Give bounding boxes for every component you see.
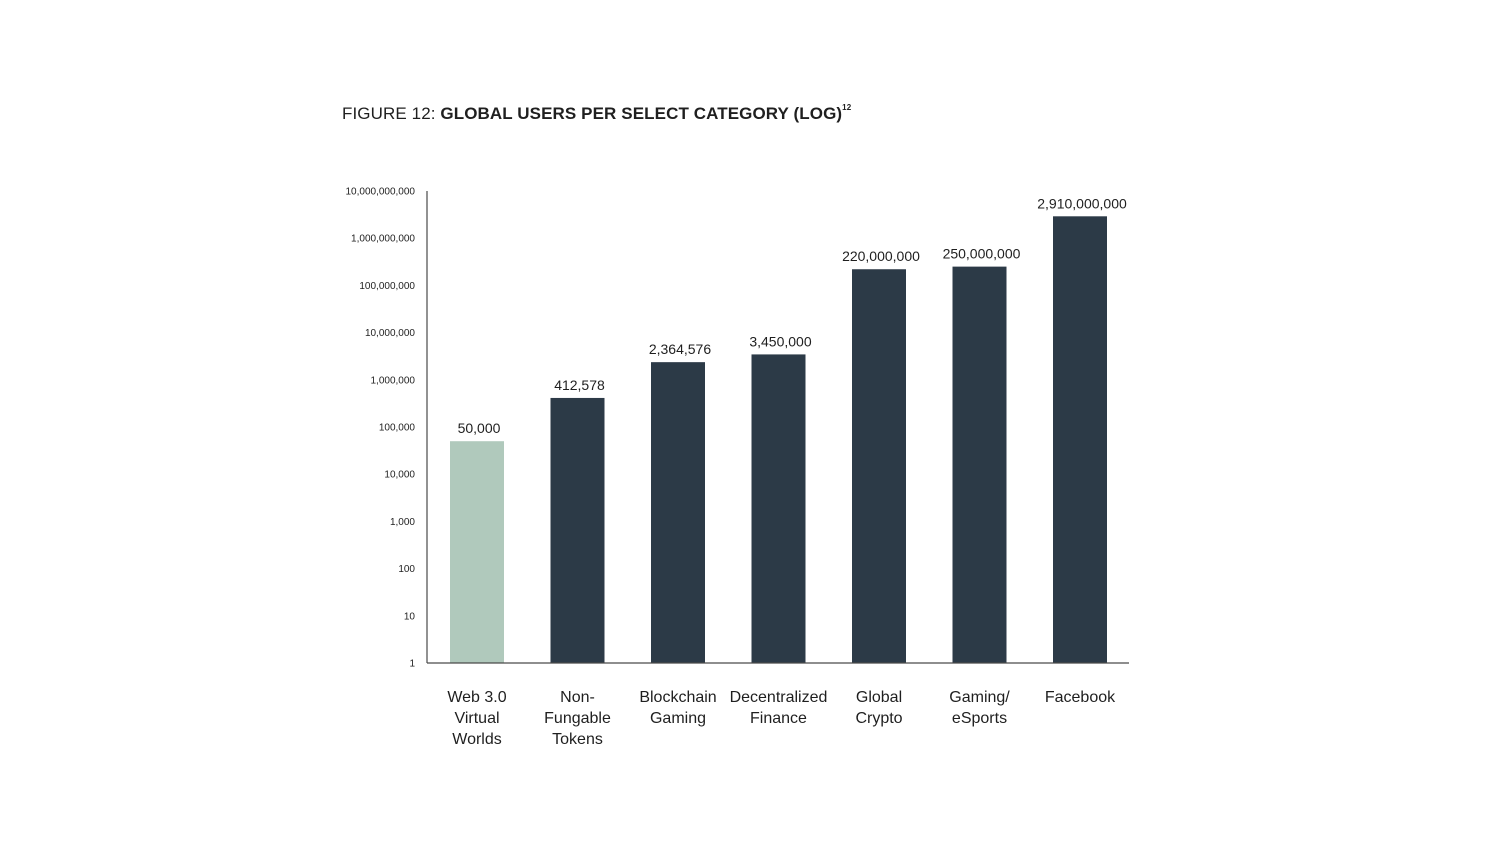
- y-tick-label: 10,000,000: [365, 328, 415, 339]
- x-category-label: Facebook: [1045, 689, 1116, 706]
- y-tick-label: 10: [404, 611, 416, 622]
- footnote-reference: 12: [842, 103, 852, 112]
- bars: [450, 216, 1107, 663]
- x-category-label: Tokens: [552, 731, 603, 748]
- y-axis-ticks: 1 10 100 1,000 10,000 100,000 1,000,000 10,000,…: [345, 187, 415, 670]
- bar-value-label: 3,450,000: [749, 333, 811, 349]
- x-category-label: Finance: [750, 710, 807, 727]
- x-category-label: Blockchain: [639, 689, 716, 706]
- value-labels: 50,000 412,578 2,364,576 3,450,000 220,000,0…: [458, 195, 1127, 436]
- bar-value-label: 50,000: [458, 420, 501, 436]
- x-category-label: Virtual: [454, 710, 499, 727]
- bar-value-label: 2,910,000,000: [1037, 195, 1127, 211]
- figure-number: FIGURE 12:: [342, 104, 441, 123]
- category-labels: Web 3.0 Virtual Worlds Non- Fungable Tokens Bl…: [447, 689, 1116, 748]
- x-category-label: Crypto: [855, 710, 902, 727]
- bar: [852, 269, 906, 663]
- x-category-label: Decentralized: [730, 689, 828, 706]
- bar: [751, 354, 806, 663]
- figure-title: FIGURE 12: GLOBAL USERS PER SELECT CATEG…: [342, 103, 851, 124]
- y-tick-label: 100: [398, 564, 415, 575]
- bar-value-label: 220,000,000: [842, 248, 920, 264]
- bar: [1053, 216, 1107, 663]
- x-category-label: Fungable: [544, 710, 611, 727]
- x-category-label: Non-: [560, 689, 595, 706]
- bar-value-label: 2,364,576: [649, 341, 711, 357]
- y-tick-label: 1,000,000: [371, 375, 416, 386]
- x-category-label: Web 3.0: [447, 689, 506, 706]
- y-tick-label: 1,000,000,000: [351, 234, 415, 245]
- bar-value-label: 412,578: [554, 377, 605, 393]
- x-category-label: Gaming: [650, 710, 706, 727]
- x-category-label: Worlds: [452, 731, 502, 748]
- y-tick-label: 100,000,000: [359, 281, 415, 292]
- bar: [952, 266, 1007, 663]
- bar: [651, 362, 705, 663]
- x-category-label: Gaming/: [949, 689, 1010, 706]
- y-tick-label: 1: [409, 659, 415, 670]
- x-category-label: Global: [856, 689, 902, 706]
- x-category-label: eSports: [952, 710, 1007, 727]
- bar-value-label: 250,000,000: [943, 246, 1021, 262]
- bar: [550, 397, 605, 663]
- bar: [450, 441, 504, 663]
- y-tick-label: 1,000: [390, 517, 415, 528]
- y-tick-label: 100,000: [379, 423, 416, 434]
- figure-heading: GLOBAL USERS PER SELECT CATEGORY (LOG): [440, 104, 843, 123]
- y-tick-label: 10,000: [384, 470, 415, 481]
- y-tick-label: 10,000,000,000: [345, 187, 415, 198]
